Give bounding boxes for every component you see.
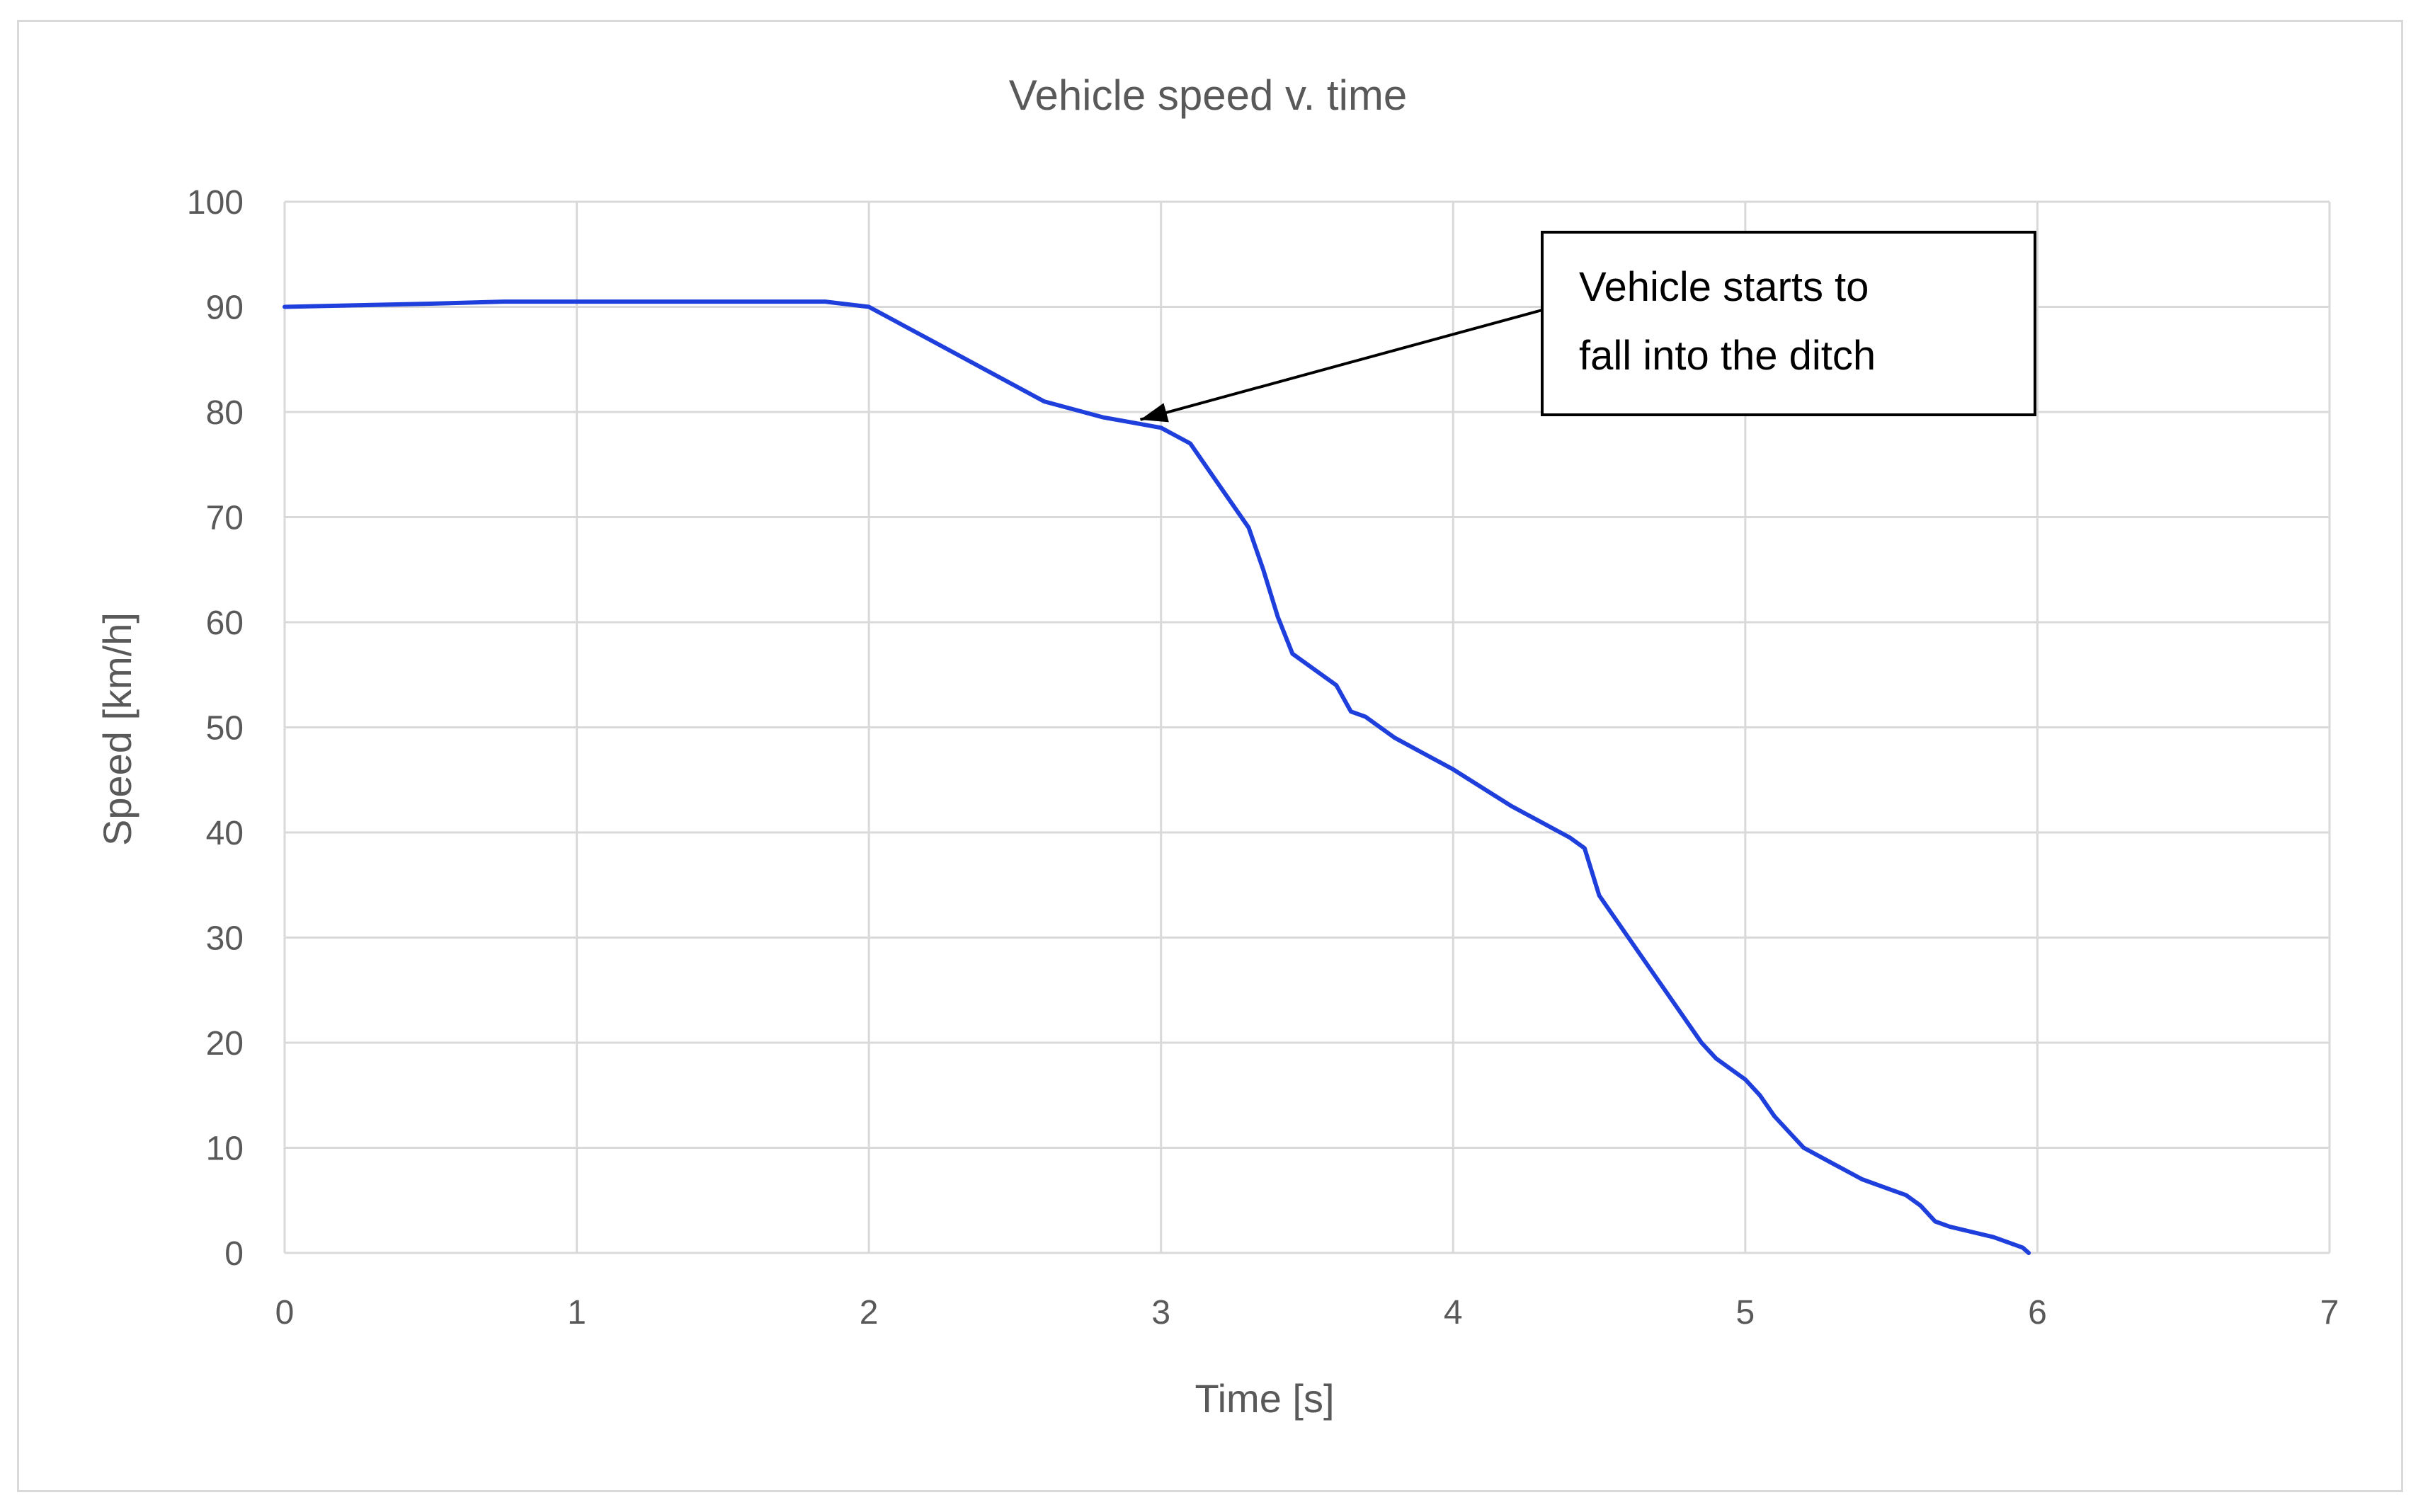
annotation-callout: Vehicle starts to fall into the ditch [1139, 231, 2036, 423]
y-tick-label: 60 [206, 605, 244, 642]
y-tick-label: 10 [206, 1130, 244, 1168]
y-axis-label: Speed [km/h] [95, 612, 139, 846]
x-tick-label: 2 [860, 1294, 879, 1331]
x-tick-label: 1 [567, 1294, 586, 1331]
grid-lines [283, 200, 2331, 1254]
x-axis-label: Time [s] [1195, 1376, 1334, 1421]
y-tick-label: 80 [206, 394, 244, 432]
annotation-arrow [1139, 309, 1543, 421]
annotation-text-line-2: fall into the ditch [1579, 333, 1876, 379]
x-tick-label: 0 [275, 1294, 295, 1331]
y-tick-label: 70 [206, 500, 244, 537]
y-tick-label: 40 [206, 815, 244, 852]
annotation-text-line-1: Vehicle starts to [1579, 264, 1869, 310]
y-tick-labels: 0 10 20 30 40 50 60 70 80 90 100 [187, 184, 244, 1273]
x-tick-labels: 0 1 2 3 4 5 6 7 [275, 1294, 2339, 1331]
x-tick-label: 3 [1151, 1294, 1170, 1331]
y-tick-label: 30 [206, 920, 244, 958]
y-tick-label: 90 [206, 290, 244, 327]
annotation-arrowhead [1140, 403, 1169, 423]
x-tick-label: 4 [1444, 1294, 1463, 1331]
chart-title: Vehicle speed v. time [1009, 71, 1408, 119]
y-tick-label: 0 [224, 1235, 244, 1273]
y-tick-label: 50 [206, 710, 244, 748]
y-tick-label: 20 [206, 1025, 244, 1063]
y-tick-label: 100 [187, 184, 244, 222]
x-tick-label: 7 [2320, 1294, 2339, 1331]
annotation-box [1541, 231, 2036, 416]
x-tick-label: 6 [2028, 1294, 2047, 1331]
x-tick-label: 5 [1736, 1294, 1755, 1331]
speed-series-line [283, 299, 2031, 1255]
